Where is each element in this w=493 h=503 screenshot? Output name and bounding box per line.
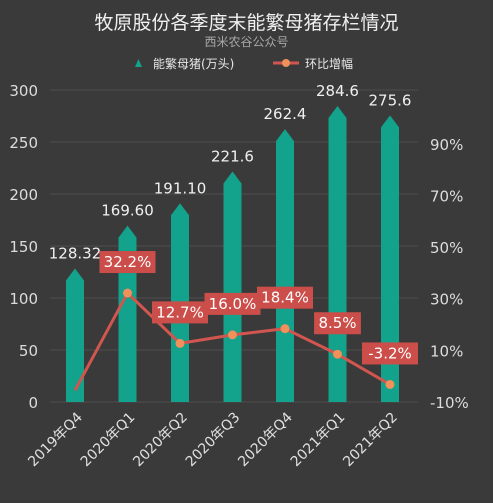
line-value-label: 12.7% xyxy=(156,303,204,321)
line-value-label-box xyxy=(314,312,361,335)
x-tick-label: 2019年Q4 xyxy=(25,409,86,470)
legend-bar-icon xyxy=(135,59,142,67)
bar xyxy=(66,268,84,402)
chart-subtitle: 西米农谷公众号 xyxy=(204,35,289,49)
line-value-label: 32.2% xyxy=(104,253,152,271)
bar-value-label: 169.60 xyxy=(101,202,154,220)
y-left-tick-label: 0 xyxy=(28,394,38,412)
bar-value-label: 262.4 xyxy=(264,105,307,123)
line-value-label: 16.0% xyxy=(209,295,257,313)
legend-line-marker-icon xyxy=(282,59,290,67)
y-right-tick-label: 10% xyxy=(430,342,463,360)
x-tick-label: 2020年Q2 xyxy=(130,410,191,471)
x-tick-label: 2020年Q4 xyxy=(235,409,296,470)
bar xyxy=(223,171,242,402)
bar xyxy=(276,129,294,402)
x-tick-label: 2020年Q1 xyxy=(78,410,139,471)
line-value-label: 8.5% xyxy=(318,314,356,332)
y-right-tick-label: 50% xyxy=(430,239,463,257)
line-point xyxy=(228,330,237,340)
y-left-tick-label: 200 xyxy=(9,186,38,204)
y-right-tick-label: 30% xyxy=(430,291,463,309)
line-value-label: -3.2% xyxy=(368,344,412,362)
y-right-tick-label: 70% xyxy=(430,187,463,205)
y-left-tick-label: 250 xyxy=(9,134,38,152)
line-value-label-box xyxy=(152,301,208,324)
legend-label-line: 环比增幅 xyxy=(305,56,353,71)
legend-label-bar: 能繁母猪(万头) xyxy=(153,56,234,71)
line-point xyxy=(280,324,290,334)
line-point xyxy=(385,379,395,389)
y-left-tick-label: 100 xyxy=(9,290,38,308)
y-right-tick-label: 90% xyxy=(430,136,463,154)
y-axis-right: -10% 10% 30% 50% 70% 90% xyxy=(430,136,469,412)
y-left-tick-label: 150 xyxy=(9,238,38,256)
bar xyxy=(381,115,399,402)
line-point xyxy=(175,338,185,348)
bar-value-label: 284.6 xyxy=(316,82,359,100)
bar-value-label: 128.32 xyxy=(49,245,102,263)
line-value-label: 18.4% xyxy=(261,289,309,307)
y-axis-left: 0 50 100 150 200 250 300 xyxy=(9,82,38,412)
line-point xyxy=(333,349,342,359)
legend: 能繁母猪(万头) 环比增幅 xyxy=(135,56,353,71)
line-value-label-box xyxy=(204,292,261,315)
x-axis: 2019年Q42020年Q12020年Q22020年Q32020年Q42021年… xyxy=(25,409,401,470)
x-tick-label: 2021年Q1 xyxy=(288,410,349,471)
y-left-tick-label: 300 xyxy=(9,82,38,100)
y-left-tick-label: 50 xyxy=(19,342,38,360)
bar-value-label: 191.10 xyxy=(154,179,207,197)
line-value-label-box xyxy=(362,342,418,365)
x-tick-label: 2021年Q2 xyxy=(340,410,401,471)
line-value-label-box xyxy=(257,286,313,309)
line-point xyxy=(123,288,132,298)
bar-value-label: 221.6 xyxy=(211,148,254,166)
chart-title: 牧原股份各季度末能繁母猪存栏情况 xyxy=(94,12,399,34)
y-right-tick-label: -10% xyxy=(430,394,469,412)
line-value-label-box xyxy=(99,251,156,274)
x-tick-label: 2020年Q3 xyxy=(183,410,244,471)
bar-value-label: 275.6 xyxy=(369,91,412,109)
line-series: 32.2% 12.7% 16.0% 18.4% 8.5% -3.2% xyxy=(73,251,418,392)
